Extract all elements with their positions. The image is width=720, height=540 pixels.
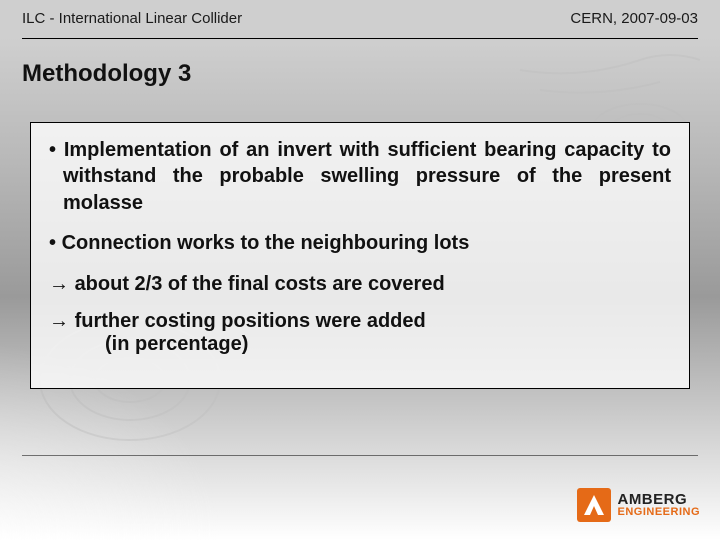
- footer-logo: AMBERG ENGINEERING: [577, 488, 700, 522]
- header-left: ILC - International Linear Collider: [22, 10, 242, 27]
- logo-mark: [577, 488, 611, 522]
- bullet-2: • Connection works to the neighbouring l…: [49, 232, 671, 255]
- arrow-1: → about 2/3 of the final costs are cover…: [49, 273, 671, 296]
- logo-a-icon: [581, 492, 607, 518]
- page-title: Methodology 3: [22, 60, 191, 88]
- arrow-2: → further costing positions were added(i…: [49, 310, 671, 356]
- header-right: CERN, 2007-09-03: [570, 10, 698, 27]
- logo-name: AMBERG: [617, 492, 700, 507]
- footer-rule: [22, 455, 698, 456]
- header-rule: [22, 38, 698, 39]
- header: ILC - International Linear Collider CERN…: [0, 0, 720, 48]
- logo-text: AMBERG ENGINEERING: [617, 492, 700, 518]
- logo-sub: ENGINEERING: [617, 507, 700, 518]
- bullet-1: • Implementation of an invert with suffi…: [49, 137, 671, 216]
- content-box: • Implementation of an invert with suffi…: [30, 122, 690, 389]
